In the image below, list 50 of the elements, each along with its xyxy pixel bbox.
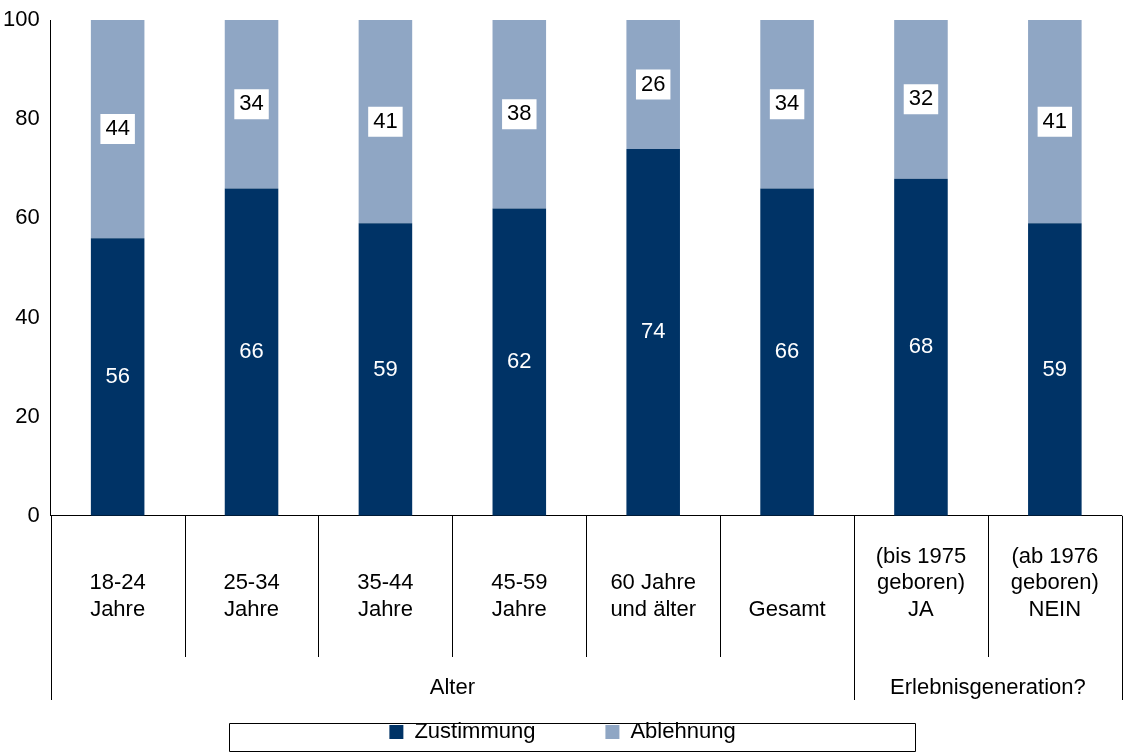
bar: [894, 178, 948, 516]
data-label: 56: [105, 363, 130, 389]
x-tick-label: (bis 1975 geboren) JA: [875, 543, 967, 621]
bar: [894, 20, 948, 179]
y-tick-label: 100: [2, 6, 40, 32]
data-label: 62: [507, 348, 532, 374]
legend-label: Zustimmung: [414, 718, 536, 744]
data-label: 44: [105, 115, 130, 141]
data-label: 59: [1042, 355, 1068, 381]
bar: [492, 20, 547, 209]
x-tick-label: Gesamt: [748, 595, 826, 621]
bar: [358, 223, 413, 516]
legend-label: Ablehnung: [630, 718, 736, 744]
data-label: 41: [1042, 107, 1068, 133]
data-label: 34: [774, 90, 800, 116]
data-label: 66: [239, 338, 264, 364]
bar: [492, 208, 547, 516]
data-label: 41: [373, 107, 398, 133]
bar: [1028, 223, 1082, 516]
data-label: 34: [239, 90, 264, 116]
x-tick-label: 18-24 Jahre: [89, 569, 146, 621]
bar: [90, 238, 145, 516]
data-label: 26: [640, 70, 666, 96]
data-label: 68: [908, 333, 934, 359]
text: Alter: [429, 674, 475, 700]
x-tick-label: 35-44 Jahre: [357, 569, 414, 621]
data-label: 74: [640, 318, 666, 344]
x-tick-label: (ab 1976 geboren) NEIN: [1010, 543, 1099, 621]
y-tick-label: 0: [27, 501, 40, 527]
bar: [760, 188, 814, 516]
x-tick-label: 60 Jahre und älter: [610, 569, 696, 621]
y-tick-label: 40: [15, 303, 40, 329]
y-tick-label: 80: [15, 105, 40, 131]
data-label: 38: [507, 100, 532, 126]
bar: [1028, 20, 1082, 224]
y-tick-label: 20: [15, 402, 40, 428]
bar: [358, 20, 413, 224]
x-tick-label: 25-34 Jahre: [223, 569, 280, 621]
bar: [224, 188, 279, 516]
bar: [626, 20, 680, 149]
bar: [760, 20, 814, 189]
y-tick-label: 60: [15, 204, 40, 230]
text: Erlebnisgeneration?: [890, 674, 1086, 700]
data-label: 66: [774, 338, 800, 364]
bar: [224, 20, 279, 189]
bar: [626, 148, 680, 516]
x-tick-label: 45-59 Jahre: [491, 569, 548, 621]
bar: [90, 20, 145, 239]
data-label: 59: [373, 355, 398, 381]
data-label: 32: [908, 85, 934, 111]
